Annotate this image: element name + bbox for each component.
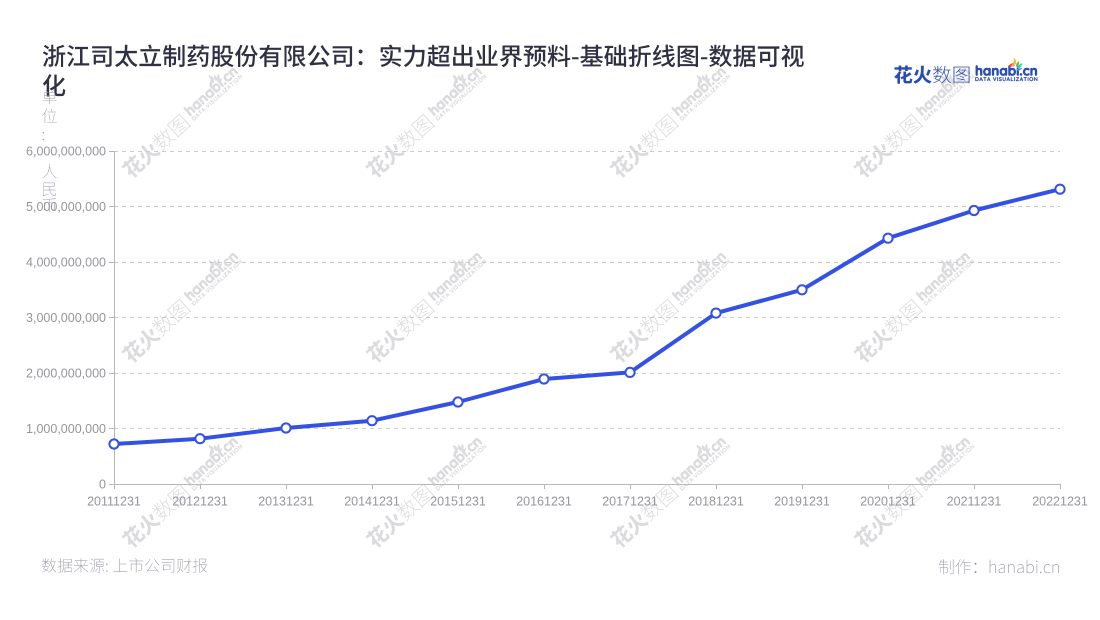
svg-text:20131231: 20131231 [258,495,314,509]
svg-text:20161231: 20161231 [516,495,572,509]
svg-text:20121231: 20121231 [172,495,228,509]
svg-text:5,000,000,000: 5,000,000,000 [26,200,106,214]
svg-text:4,000,000,000: 4,000,000,000 [26,256,106,270]
svg-text:3,000,000,000: 3,000,000,000 [26,311,106,325]
svg-text:20221231: 20221231 [1032,495,1088,509]
svg-text:6,000,000,000: 6,000,000,000 [26,145,106,159]
svg-text:20111231: 20111231 [87,495,141,509]
svg-text:20211231: 20211231 [947,495,1002,509]
svg-text:0: 0 [99,478,106,492]
svg-text:20181231: 20181231 [688,495,744,509]
svg-text:2,000,000,000: 2,000,000,000 [26,367,106,381]
svg-text:20151231: 20151231 [430,495,486,509]
svg-text:1,000,000,000: 1,000,000,000 [26,422,106,436]
svg-text:20201231: 20201231 [860,495,916,509]
svg-text:20191231: 20191231 [774,495,830,509]
svg-text:20171231: 20171231 [602,495,658,509]
svg-text:20141231: 20141231 [344,495,400,509]
